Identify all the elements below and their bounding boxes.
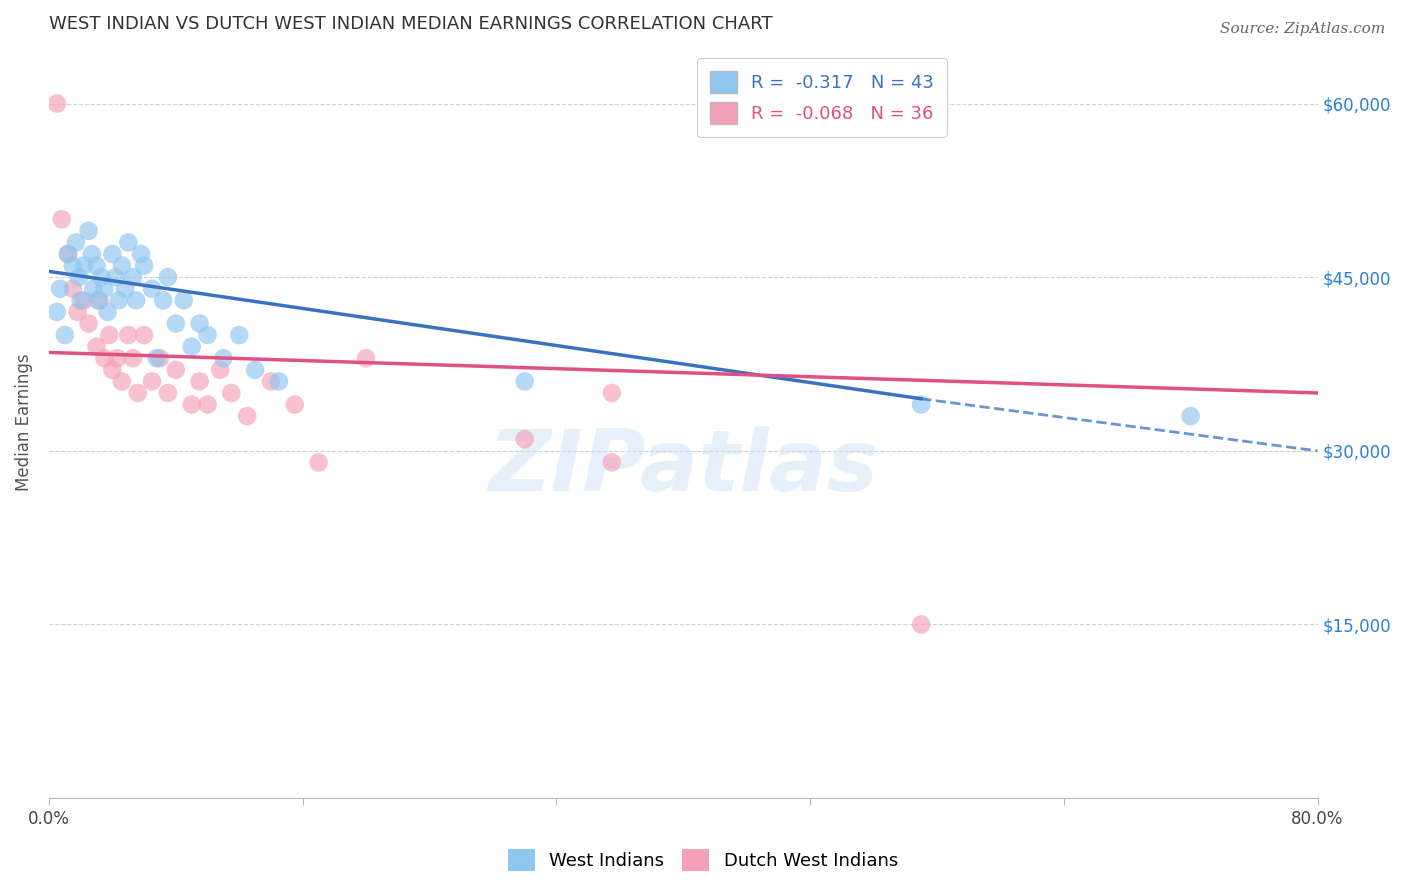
Point: [188, 375, 211, 389]
Point: [86, 259, 108, 273]
Point: [122, 270, 145, 285]
Point: [221, 386, 243, 401]
Point: [149, 351, 172, 366]
Point: [156, 386, 179, 401]
Point: [152, 293, 174, 308]
Point: [197, 328, 219, 343]
Point: [132, 328, 155, 343]
Point: [73, 259, 96, 273]
Point: [93, 351, 115, 366]
Point: [600, 386, 623, 401]
Point: [90, 270, 112, 285]
Point: [77, 317, 100, 331]
Point: [125, 293, 148, 308]
Point: [97, 305, 120, 319]
Point: [111, 375, 134, 389]
Point: [66, 305, 89, 319]
Point: [173, 293, 195, 308]
Point: [132, 259, 155, 273]
Point: [56, 247, 79, 261]
Point: [141, 282, 163, 296]
Point: [165, 317, 187, 331]
Point: [354, 351, 377, 366]
Point: [80, 247, 103, 261]
Point: [111, 259, 134, 273]
Legend: R =  -0.317   N = 43, R =  -0.068   N = 36: R = -0.317 N = 43, R = -0.068 N = 36: [697, 59, 948, 136]
Point: [86, 340, 108, 354]
Point: [127, 386, 149, 401]
Point: [188, 317, 211, 331]
Point: [910, 398, 932, 412]
Point: [212, 351, 235, 366]
Text: ZIPatlas: ZIPatlas: [488, 425, 879, 508]
Point: [513, 375, 536, 389]
Point: [197, 398, 219, 412]
Point: [284, 398, 307, 412]
Point: [89, 293, 111, 308]
Point: [114, 282, 136, 296]
Point: [62, 259, 84, 273]
Point: [308, 455, 330, 469]
Point: [69, 293, 91, 308]
Point: [107, 293, 129, 308]
Point: [165, 363, 187, 377]
Point: [87, 293, 110, 308]
Point: [180, 398, 202, 412]
Point: [260, 375, 283, 389]
Point: [146, 351, 169, 366]
Point: [49, 282, 72, 296]
Point: [236, 409, 259, 423]
Point: [129, 247, 152, 261]
Point: [98, 328, 121, 343]
Point: [209, 363, 232, 377]
Point: [101, 363, 124, 377]
Point: [910, 617, 932, 632]
Text: WEST INDIAN VS DUTCH WEST INDIAN MEDIAN EARNINGS CORRELATION CHART: WEST INDIAN VS DUTCH WEST INDIAN MEDIAN …: [49, 15, 773, 33]
Y-axis label: Median Earnings: Median Earnings: [15, 353, 32, 491]
Point: [117, 328, 139, 343]
Point: [67, 270, 90, 285]
Point: [117, 235, 139, 250]
Point: [267, 375, 290, 389]
Point: [104, 270, 127, 285]
Point: [156, 270, 179, 285]
Point: [180, 340, 202, 354]
Point: [62, 282, 84, 296]
Point: [82, 282, 104, 296]
Point: [56, 247, 79, 261]
Point: [73, 293, 96, 308]
Legend: West Indians, Dutch West Indians: West Indians, Dutch West Indians: [501, 842, 905, 879]
Point: [53, 328, 76, 343]
Point: [513, 432, 536, 446]
Point: [141, 375, 163, 389]
Point: [51, 212, 73, 227]
Text: Source: ZipAtlas.com: Source: ZipAtlas.com: [1219, 22, 1385, 37]
Point: [93, 282, 115, 296]
Point: [122, 351, 145, 366]
Point: [45, 305, 67, 319]
Point: [600, 455, 623, 469]
Point: [243, 363, 266, 377]
Point: [77, 224, 100, 238]
Point: [228, 328, 250, 343]
Point: [105, 351, 128, 366]
Point: [45, 96, 67, 111]
Point: [65, 235, 87, 250]
Point: [101, 247, 124, 261]
Point: [1180, 409, 1202, 423]
